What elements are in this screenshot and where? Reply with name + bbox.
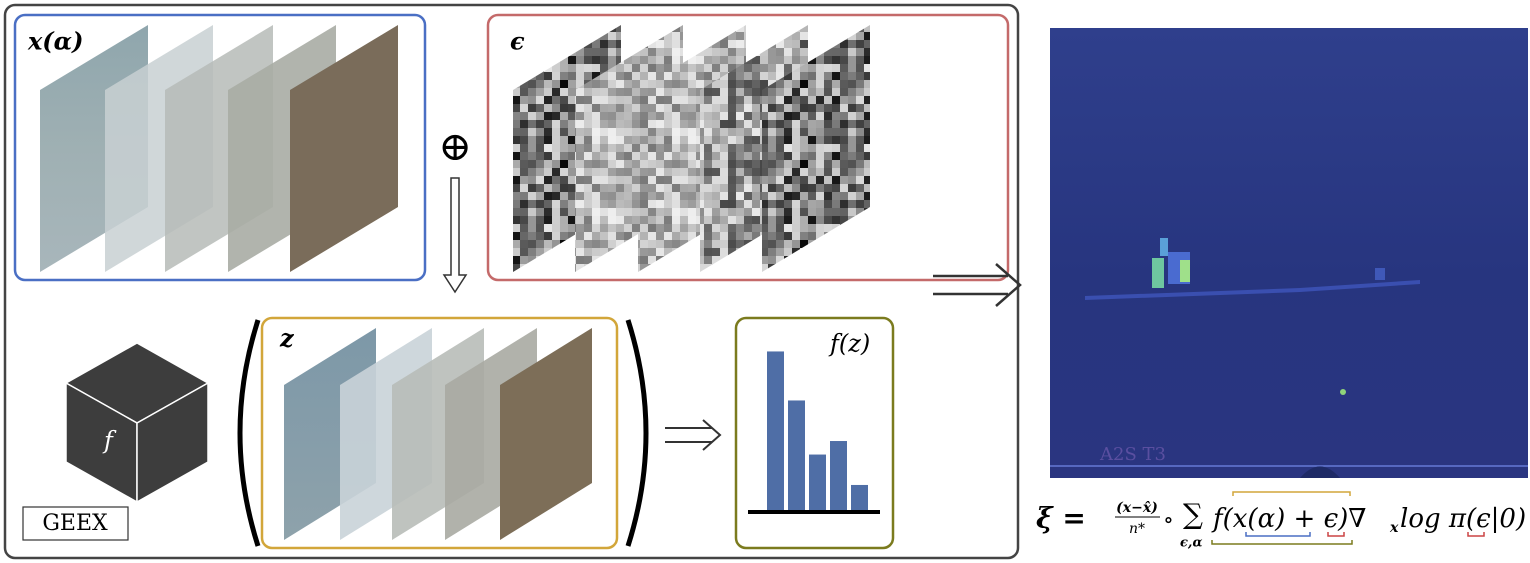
- z-label: z: [279, 324, 295, 353]
- arrow-small: [665, 419, 722, 451]
- svg-text:A2S T3: A2S T3: [1099, 444, 1166, 465]
- formula: ξ = (x−x̂) n* ∘ ∑ ϵ,α f(x(α) + ϵ)∇ x log…: [1036, 491, 1526, 551]
- eps-box: [486, 13, 1010, 282]
- outer-frame: [3, 3, 1020, 560]
- formula-compose: ∘: [1163, 508, 1174, 533]
- image-panel: [290, 25, 398, 272]
- formula-body: f(x(α) + ϵ)∇: [1211, 504, 1366, 534]
- brace-olive: [1211, 540, 1353, 545]
- formula-tail: log π(ϵ|0): [1400, 504, 1526, 534]
- geex-label: GEEX: [42, 511, 108, 536]
- formula-sum: ∑: [1183, 498, 1203, 531]
- brace-red-2: [1467, 532, 1485, 537]
- eps-label: ϵ: [510, 27, 525, 56]
- formula-den: n*: [1129, 521, 1145, 537]
- brace-red: [1327, 532, 1345, 537]
- bar: [809, 454, 826, 512]
- bar: [767, 351, 784, 512]
- bar: [830, 441, 847, 512]
- heatmap-detail: A2S T3: [1050, 238, 1528, 478]
- z-box: [260, 316, 619, 550]
- cube: [64, 342, 210, 504]
- paren-left: [237, 319, 261, 547]
- formula-lhs: ξ =: [1036, 502, 1086, 535]
- paren-right: [625, 319, 649, 547]
- brace-blue: [1245, 532, 1311, 537]
- oplus: ⊕: [438, 124, 472, 170]
- noise-panel: [762, 25, 870, 272]
- x-label: x(α): [27, 27, 84, 56]
- formula-sum-sub: ϵ,α: [1180, 536, 1202, 551]
- bar: [788, 400, 805, 512]
- fz-label: f(z): [828, 330, 870, 358]
- z-panel: [500, 328, 592, 540]
- bar: [851, 484, 868, 512]
- brace-yellow: [1232, 491, 1351, 496]
- geex-box: [22, 506, 129, 541]
- formula-num: (x−x̂): [1116, 500, 1158, 516]
- heatmap-image: [1050, 28, 1528, 478]
- x-box: [13, 13, 427, 282]
- formula-grad-sub: x: [1389, 520, 1399, 536]
- histogram: [748, 351, 880, 514]
- panels: [40, 25, 870, 540]
- fz-box: [734, 316, 895, 550]
- arrow-big: [933, 263, 1022, 307]
- down-arrow: [442, 177, 468, 294]
